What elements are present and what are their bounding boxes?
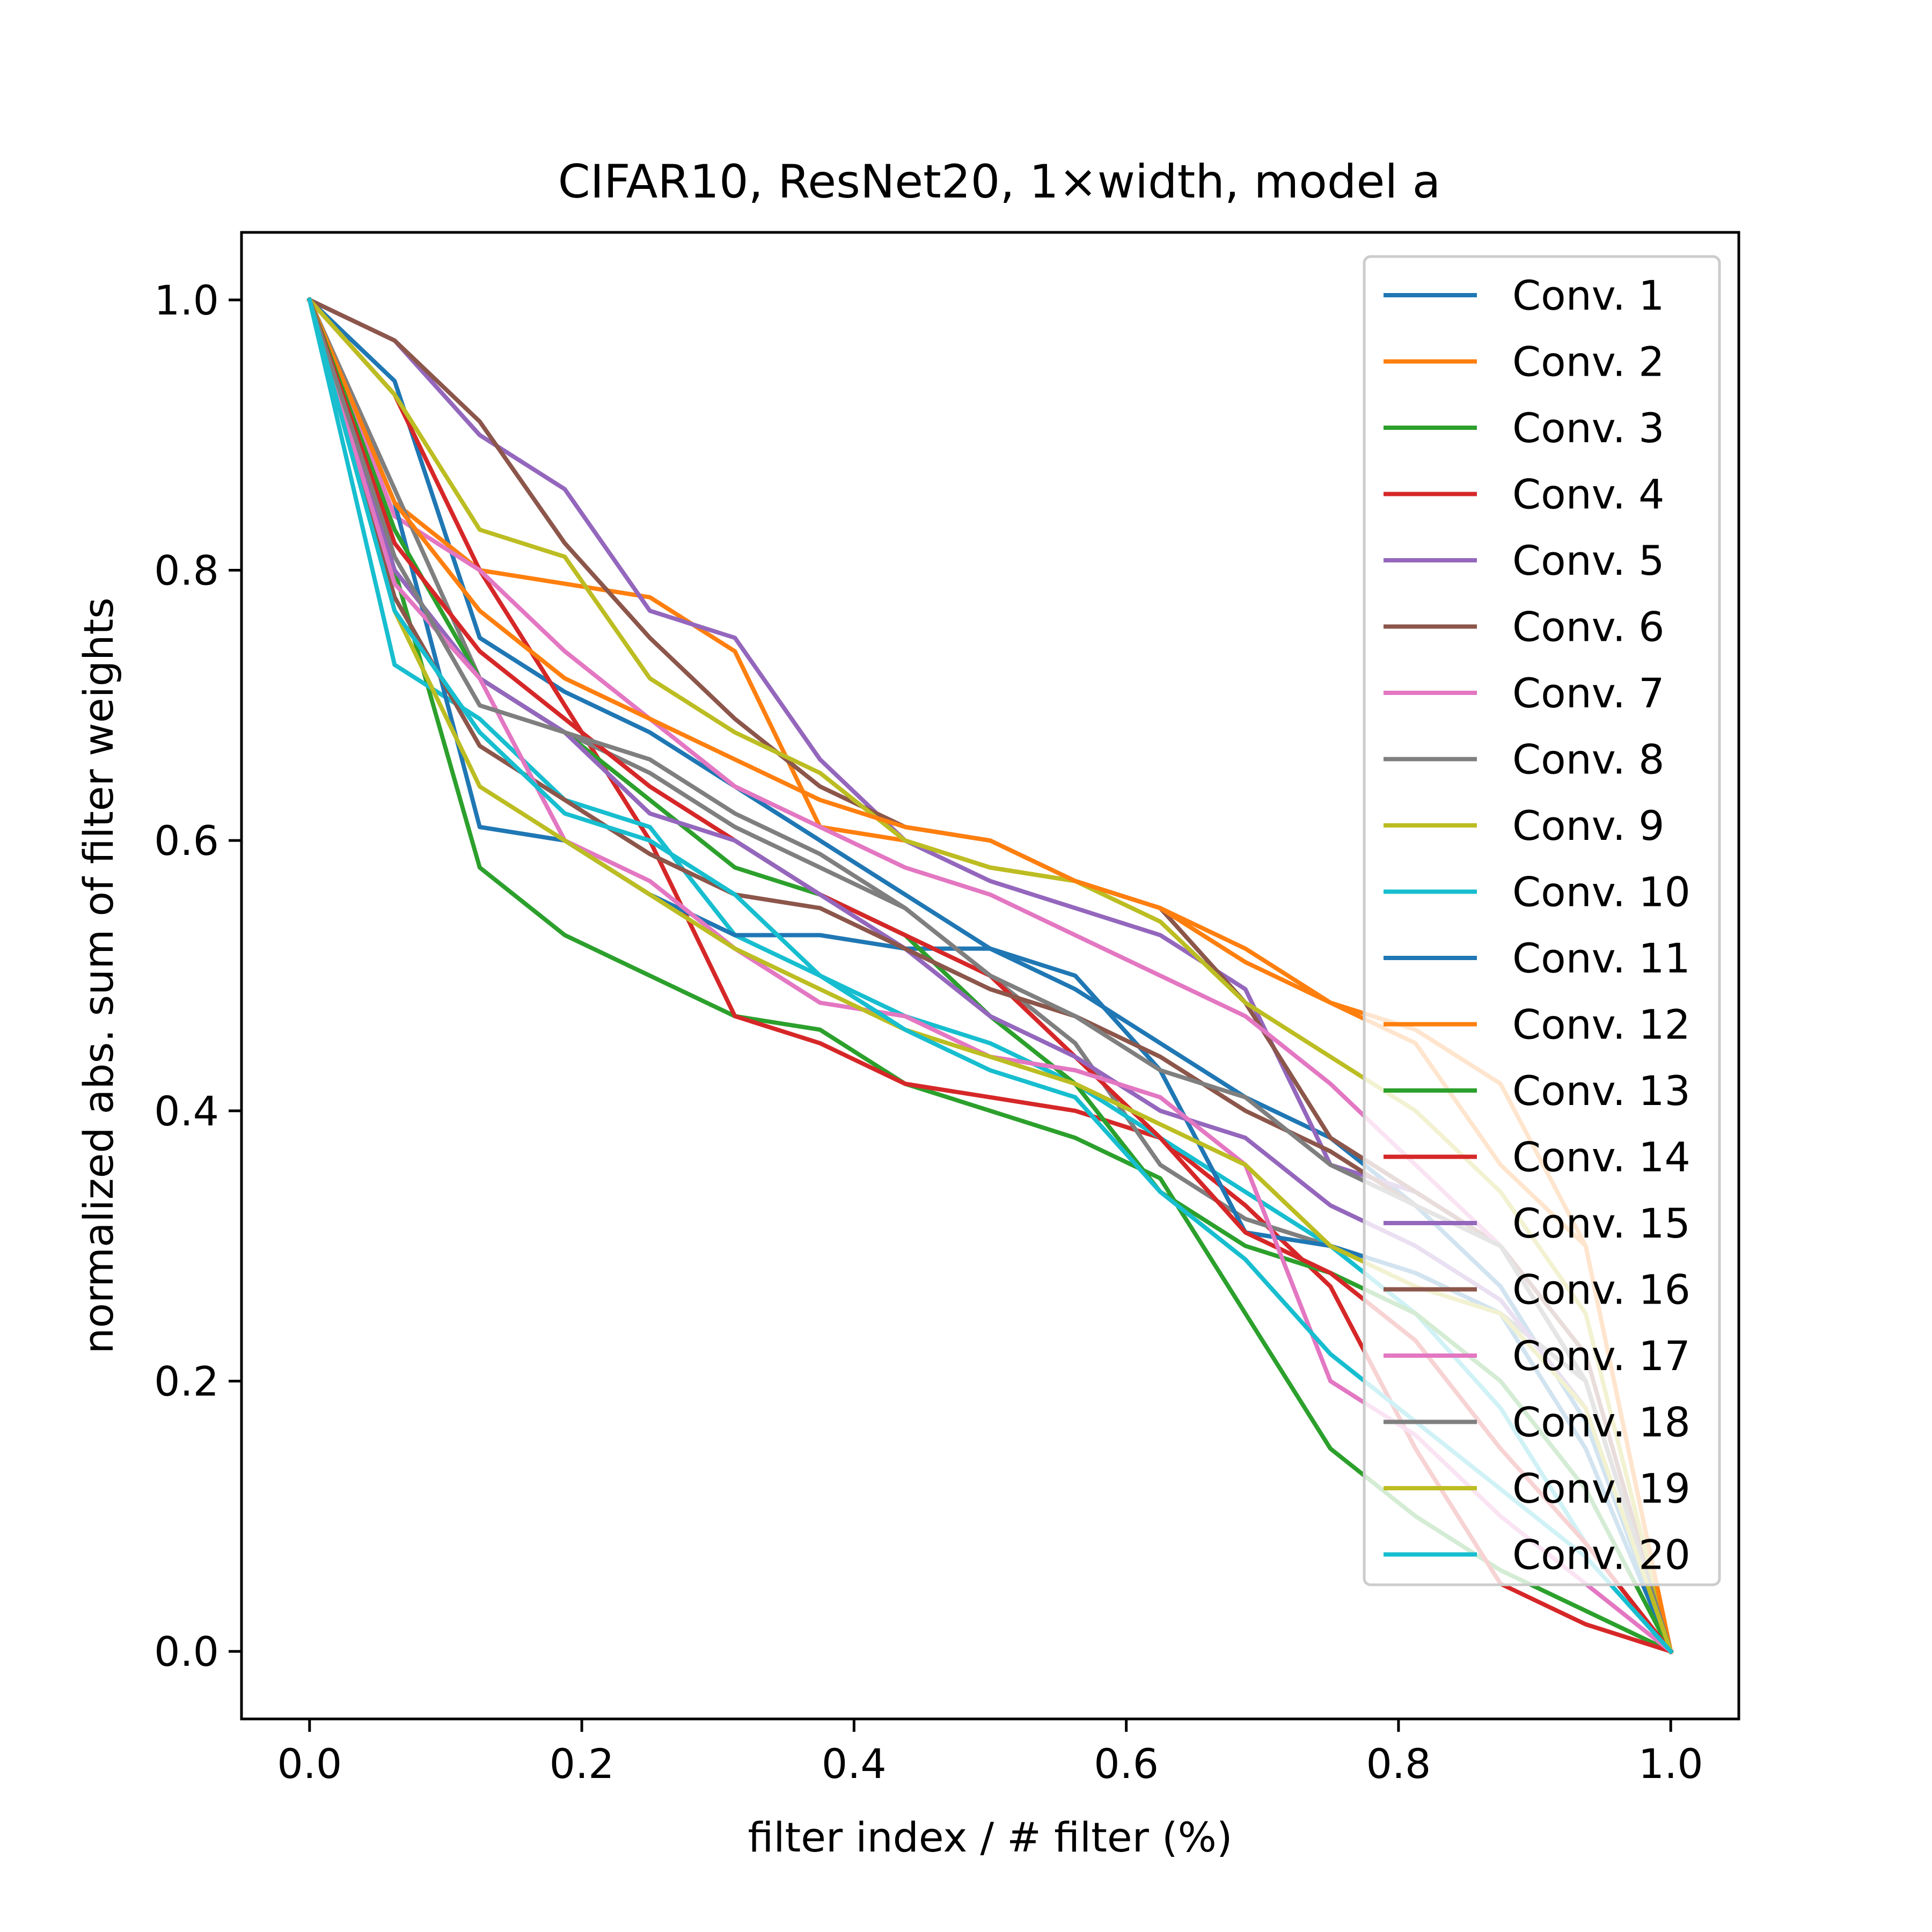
x-axis: 0.0 0.2 0.4 0.6 0.8 1.0	[277, 1719, 1703, 1788]
legend-items: Conv. 1 Conv. 2 Conv. 3 Conv. 4 Conv. 5 Conv.…	[1384, 272, 1690, 1579]
axes-frame	[240, 231, 1740, 1721]
y-axis: 0.0 0.2 0.4 0.6 0.8 1.0	[154, 276, 241, 1675]
x-tick-label: 0.4	[822, 1740, 887, 1788]
legend-label-conv-16: Conv. 16	[1512, 1266, 1690, 1314]
x-tick-label: 0.8	[1366, 1740, 1431, 1788]
y-tick-label: 0.4	[154, 1087, 219, 1135]
chart-title: CIFAR10, ResNet20, 1×width, model a	[558, 155, 1441, 209]
legend: Conv. 1 Conv. 2 Conv. 3 Conv. 4 Conv. 5 Conv.…	[1363, 255, 1721, 1586]
legend-label-conv-9: Conv. 9	[1512, 802, 1664, 850]
legend-label-conv-19: Conv. 19	[1512, 1465, 1690, 1512]
legend-label-conv-1: Conv. 1	[1512, 272, 1664, 319]
legend-box	[1363, 255, 1721, 1586]
x-tick-label: 0.6	[1094, 1740, 1159, 1788]
legend-label-conv-10: Conv. 10	[1512, 868, 1690, 916]
legend-label-conv-4: Conv. 4	[1512, 471, 1664, 518]
x-tick-label: 1.0	[1638, 1740, 1703, 1788]
legend-label-conv-15: Conv. 15	[1512, 1199, 1690, 1247]
legend-label-conv-5: Conv. 5	[1512, 537, 1664, 584]
legend-label-conv-11: Conv. 11	[1512, 934, 1690, 982]
legend-label-conv-13: Conv. 13	[1512, 1067, 1690, 1115]
x-tick-label: 0.0	[277, 1740, 342, 1788]
y-tick-label: 1.0	[154, 276, 219, 324]
y-tick-label: 0.0	[154, 1628, 219, 1675]
legend-label-conv-3: Conv. 3	[1512, 404, 1664, 452]
legend-label-conv-18: Conv. 18	[1512, 1399, 1690, 1446]
y-tick-label: 0.6	[154, 817, 219, 865]
x-tick-label: 0.2	[550, 1740, 614, 1788]
y-tick-label: 0.8	[154, 547, 219, 595]
legend-label-conv-20: Conv. 20	[1512, 1531, 1690, 1579]
x-axis-label: filter index / # filter (%)	[748, 1813, 1232, 1861]
legend-label-conv-7: Conv. 7	[1512, 669, 1664, 717]
legend-label-conv-12: Conv. 12	[1512, 1001, 1690, 1049]
legend-label-conv-17: Conv. 17	[1512, 1332, 1690, 1380]
y-tick-label: 0.2	[154, 1357, 219, 1405]
y-axis-label: normalized abs. sum of filter weights	[75, 597, 122, 1353]
legend-label-conv-6: Conv. 6	[1512, 603, 1664, 651]
legend-label-conv-2: Conv. 2	[1512, 338, 1664, 386]
legend-label-conv-8: Conv. 8	[1512, 736, 1664, 784]
legend-label-conv-14: Conv. 14	[1512, 1133, 1690, 1181]
